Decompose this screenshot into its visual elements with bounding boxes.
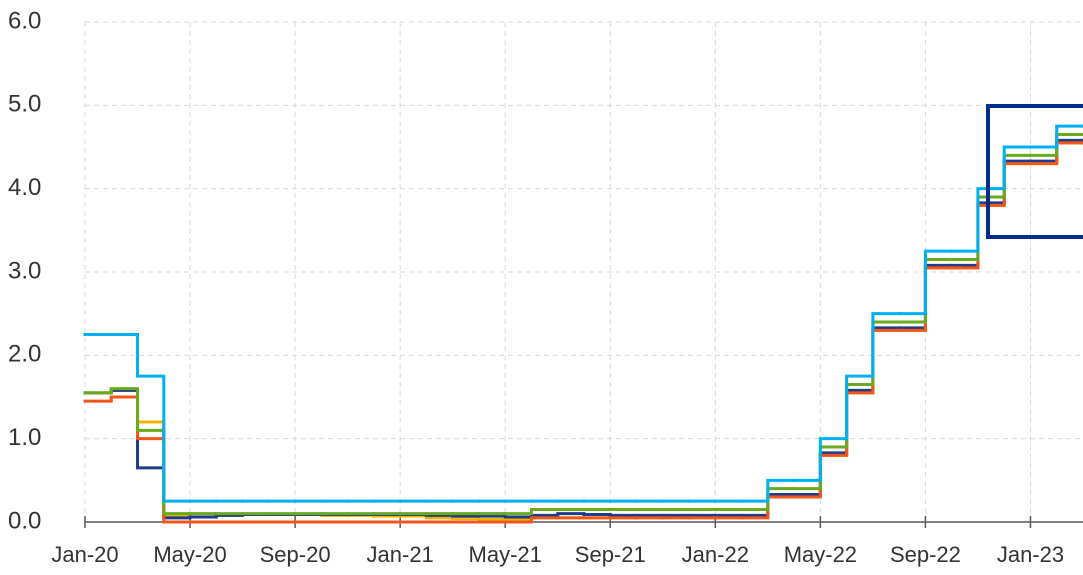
x-tick-label: Jan-21	[367, 542, 434, 567]
x-tick-label: Jan-22	[682, 542, 749, 567]
x-tick-label: Sep-20	[260, 542, 331, 567]
x-tick-label: Jan-20	[51, 542, 118, 567]
y-tick-label: 1.0	[8, 424, 41, 451]
y-tick-label: 0.0	[8, 507, 41, 534]
y-tick-label: 4.0	[8, 174, 41, 201]
x-tick-label: Jan-23	[997, 542, 1064, 567]
y-tick-label: 6.0	[8, 7, 41, 34]
y-tick-label: 5.0	[8, 91, 41, 118]
highlight-box	[986, 104, 1083, 239]
y-tick-label: 2.0	[8, 341, 41, 368]
y-tick-label: 3.0	[8, 257, 41, 284]
x-tick-label: May-22	[784, 542, 857, 567]
x-tick-label: May-20	[153, 542, 226, 567]
x-tick-label: Sep-21	[575, 542, 646, 567]
x-tick-label: Sep-22	[890, 542, 961, 567]
x-tick-label: May-21	[469, 542, 542, 567]
